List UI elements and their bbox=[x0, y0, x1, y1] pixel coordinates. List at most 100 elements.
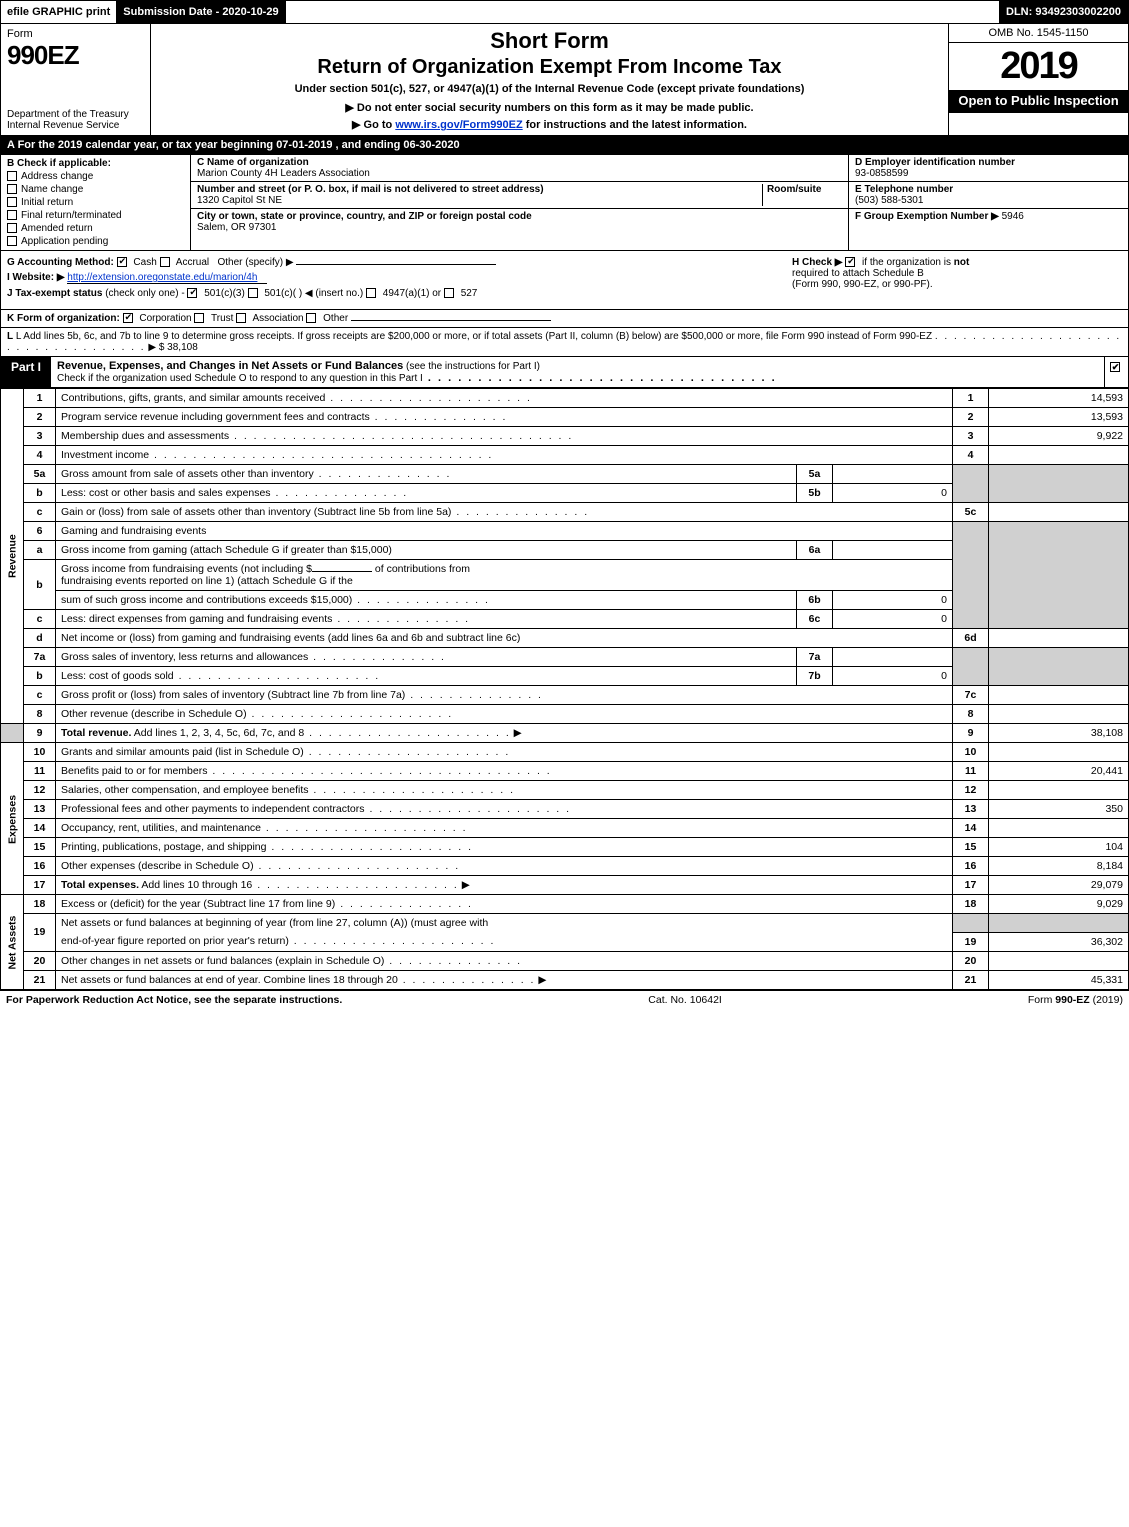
open-to-public: Open to Public Inspection bbox=[949, 90, 1128, 113]
h-text3: (Form 990, 990-EZ, or 990-PF). bbox=[792, 279, 933, 290]
chk-final-return[interactable]: Final return/terminated bbox=[7, 210, 184, 221]
line-num: 14 bbox=[24, 819, 56, 838]
chk-cash[interactable] bbox=[117, 257, 127, 267]
shaded-cell bbox=[953, 648, 989, 686]
col-num: 12 bbox=[953, 781, 989, 800]
cash-label: Cash bbox=[133, 257, 156, 268]
top-spacer bbox=[286, 1, 1000, 23]
line-num: 5a bbox=[24, 465, 56, 484]
line-num: 18 bbox=[24, 895, 56, 914]
chk-501c3[interactable] bbox=[187, 288, 197, 298]
col-num: 18 bbox=[953, 895, 989, 914]
line-num: c bbox=[24, 503, 56, 522]
chk-initial-return[interactable]: Initial return bbox=[7, 197, 184, 208]
short-form-title: Short Form bbox=[157, 28, 942, 54]
line-desc: Gross income from fundraising events (no… bbox=[56, 560, 953, 591]
col-val: 14,593 bbox=[989, 389, 1129, 408]
submission-date: Submission Date - 2020-10-29 bbox=[117, 1, 285, 23]
omb-number: OMB No. 1545-1150 bbox=[949, 24, 1128, 43]
org-name-value: Marion County 4H Leaders Association bbox=[197, 168, 370, 179]
table-row: 7a Gross sales of inventory, less return… bbox=[1, 648, 1129, 667]
line-desc: Printing, publications, postage, and shi… bbox=[56, 838, 953, 857]
inner-num: 6c bbox=[797, 610, 833, 629]
chk-accrual[interactable] bbox=[160, 257, 170, 267]
table-row: 4 Investment income 4 bbox=[1, 446, 1129, 465]
chk-label: Application pending bbox=[21, 236, 108, 247]
col-num: 14 bbox=[953, 819, 989, 838]
chk-application-pending[interactable]: Application pending bbox=[7, 236, 184, 247]
chk-address-change[interactable]: Address change bbox=[7, 171, 184, 182]
line-desc: Total expenses. Add lines 10 through 16 … bbox=[56, 876, 953, 895]
part1-title-text: Revenue, Expenses, and Changes in Net As… bbox=[57, 360, 403, 372]
col-val: 29,079 bbox=[989, 876, 1129, 895]
line-num: d bbox=[24, 629, 56, 648]
checkbox-icon bbox=[7, 171, 17, 181]
line-num: b bbox=[24, 667, 56, 686]
opt-4947: 4947(a)(1) or bbox=[383, 288, 441, 299]
accrual-label: Accrual bbox=[176, 257, 209, 268]
phone-value: (503) 588-5301 bbox=[855, 195, 923, 206]
chk-schedule-b[interactable] bbox=[845, 257, 855, 267]
table-row: Expenses 10 Grants and similar amounts p… bbox=[1, 743, 1129, 762]
irs-link[interactable]: www.irs.gov/Form990EZ bbox=[395, 119, 522, 131]
col-num: 15 bbox=[953, 838, 989, 857]
gh-left: G Accounting Method: Cash Accrual Other … bbox=[7, 257, 782, 303]
chk-corporation[interactable] bbox=[123, 313, 133, 323]
col-val bbox=[989, 743, 1129, 762]
section-d-e-f: D Employer identification number 93-0858… bbox=[848, 155, 1128, 250]
other-org-line bbox=[351, 320, 551, 321]
table-row: 15 Printing, publications, postage, and … bbox=[1, 838, 1129, 857]
line-desc: Grants and similar amounts paid (list in… bbox=[56, 743, 953, 762]
table-row: 8 Other revenue (describe in Schedule O)… bbox=[1, 705, 1129, 724]
line-desc: end-of-year figure reported on prior yea… bbox=[56, 932, 953, 951]
opt-501c: 501(c)( ) ◀ (insert no.) bbox=[264, 288, 363, 299]
website-link[interactable]: http://extension.oregonstate.edu/marion/… bbox=[67, 272, 267, 284]
page-footer: For Paperwork Reduction Act Notice, see … bbox=[0, 990, 1129, 1009]
h-not: not bbox=[954, 257, 970, 268]
h-text1: if the organization is bbox=[862, 257, 954, 268]
expenses-side-label: Expenses bbox=[1, 743, 24, 895]
chk-name-change[interactable]: Name change bbox=[7, 184, 184, 195]
chk-association[interactable] bbox=[236, 313, 246, 323]
col-num: 10 bbox=[953, 743, 989, 762]
line-desc: Gaming and fundraising events bbox=[56, 522, 953, 541]
checkbox-icon bbox=[7, 236, 17, 246]
part1-check-text: Check if the organization used Schedule … bbox=[57, 373, 423, 384]
line-desc: Net income or (loss) from gaming and fun… bbox=[56, 629, 953, 648]
group-value: 5946 bbox=[1002, 211, 1024, 222]
street-value: 1320 Capitol St NE bbox=[197, 195, 282, 206]
chk-4947[interactable] bbox=[366, 288, 376, 298]
shaded-cell bbox=[989, 914, 1129, 933]
form-header: Form 990EZ Department of the Treasury In… bbox=[0, 24, 1129, 136]
chk-527[interactable] bbox=[444, 288, 454, 298]
dln: DLN: 93492303002200 bbox=[1000, 1, 1128, 23]
phone-row: E Telephone number (503) 588-5301 bbox=[849, 182, 1128, 209]
chk-amended-return[interactable]: Amended return bbox=[7, 223, 184, 234]
section-l: L L Add lines 5b, 6c, and 7b to line 9 t… bbox=[0, 328, 1129, 357]
table-row: 3 Membership dues and assessments 3 9,92… bbox=[1, 427, 1129, 446]
chk-trust[interactable] bbox=[194, 313, 204, 323]
chk-label: Amended return bbox=[21, 223, 93, 234]
year-value: 2019 bbox=[1000, 45, 1077, 87]
line-desc: Less: cost or other basis and sales expe… bbox=[56, 484, 797, 503]
netassets-side-label: Net Assets bbox=[1, 895, 24, 990]
line-desc: Benefits paid to or for members bbox=[56, 762, 953, 781]
l-text: L Add lines 5b, 6c, and 7b to line 9 to … bbox=[16, 331, 932, 342]
col-num: 2 bbox=[953, 408, 989, 427]
col-num: 3 bbox=[953, 427, 989, 446]
inner-val: 0 bbox=[833, 484, 953, 503]
h-text2: required to attach Schedule B bbox=[792, 268, 924, 279]
shaded-cell bbox=[953, 465, 989, 503]
group-exemption-row: F Group Exemption Number ▶ 5946 bbox=[849, 209, 1128, 250]
chk-other-org[interactable] bbox=[306, 313, 316, 323]
col-val bbox=[989, 819, 1129, 838]
go-to-text: ▶ Go to www.irs.gov/Form990EZ for instru… bbox=[157, 118, 942, 131]
table-row: 14 Occupancy, rent, utilities, and maint… bbox=[1, 819, 1129, 838]
under-section-text: Under section 501(c), 527, or 4947(a)(1)… bbox=[157, 83, 942, 95]
part1-checkbox[interactable] bbox=[1104, 357, 1128, 387]
line-num: 4 bbox=[24, 446, 56, 465]
col-val bbox=[989, 446, 1129, 465]
chk-501c[interactable] bbox=[248, 288, 258, 298]
opt-527: 527 bbox=[461, 288, 478, 299]
line-num: 2 bbox=[24, 408, 56, 427]
